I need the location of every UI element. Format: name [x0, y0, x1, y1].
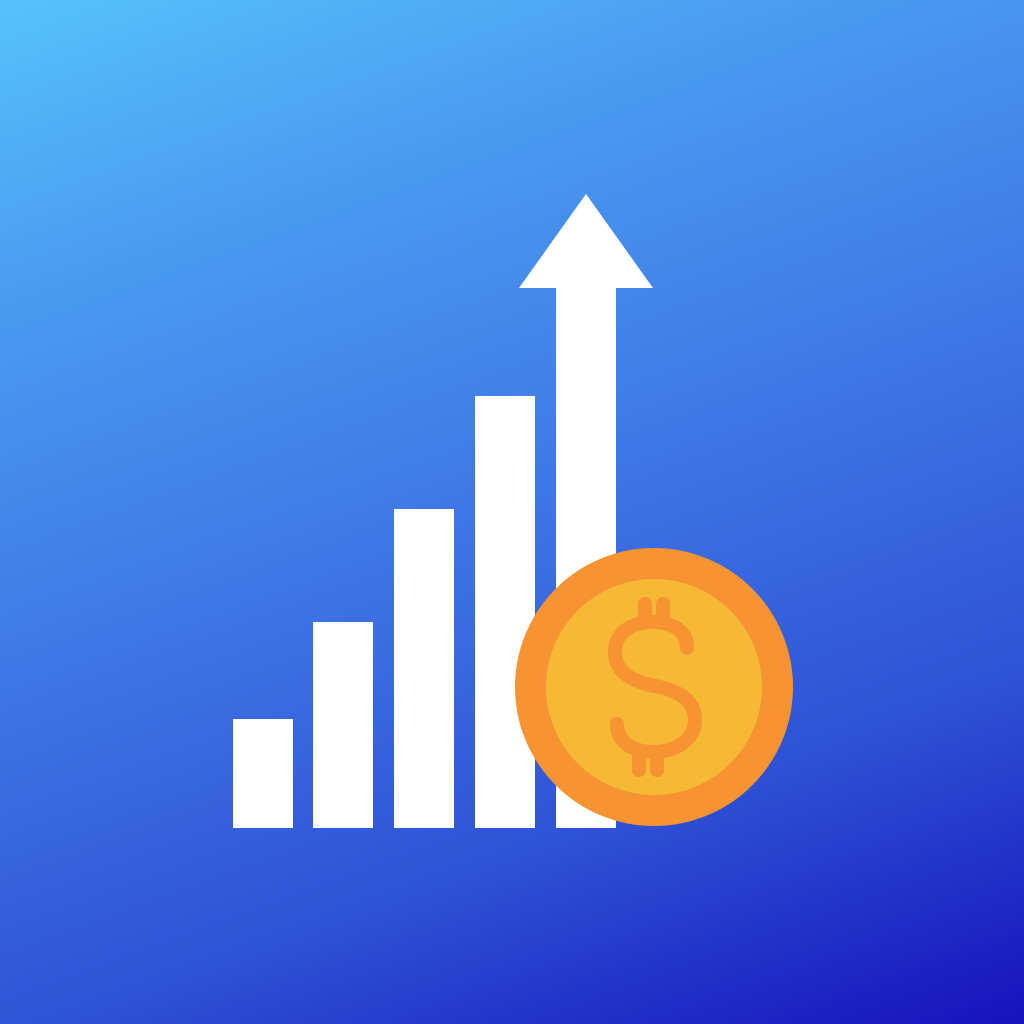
up-arrow-icon	[519, 194, 653, 288]
chart-bar-1	[233, 719, 293, 828]
dollar-coin-icon	[515, 548, 793, 826]
chart-bar-2	[313, 622, 373, 828]
chart-bar-3	[394, 509, 454, 828]
chart-bar-4	[475, 396, 535, 828]
